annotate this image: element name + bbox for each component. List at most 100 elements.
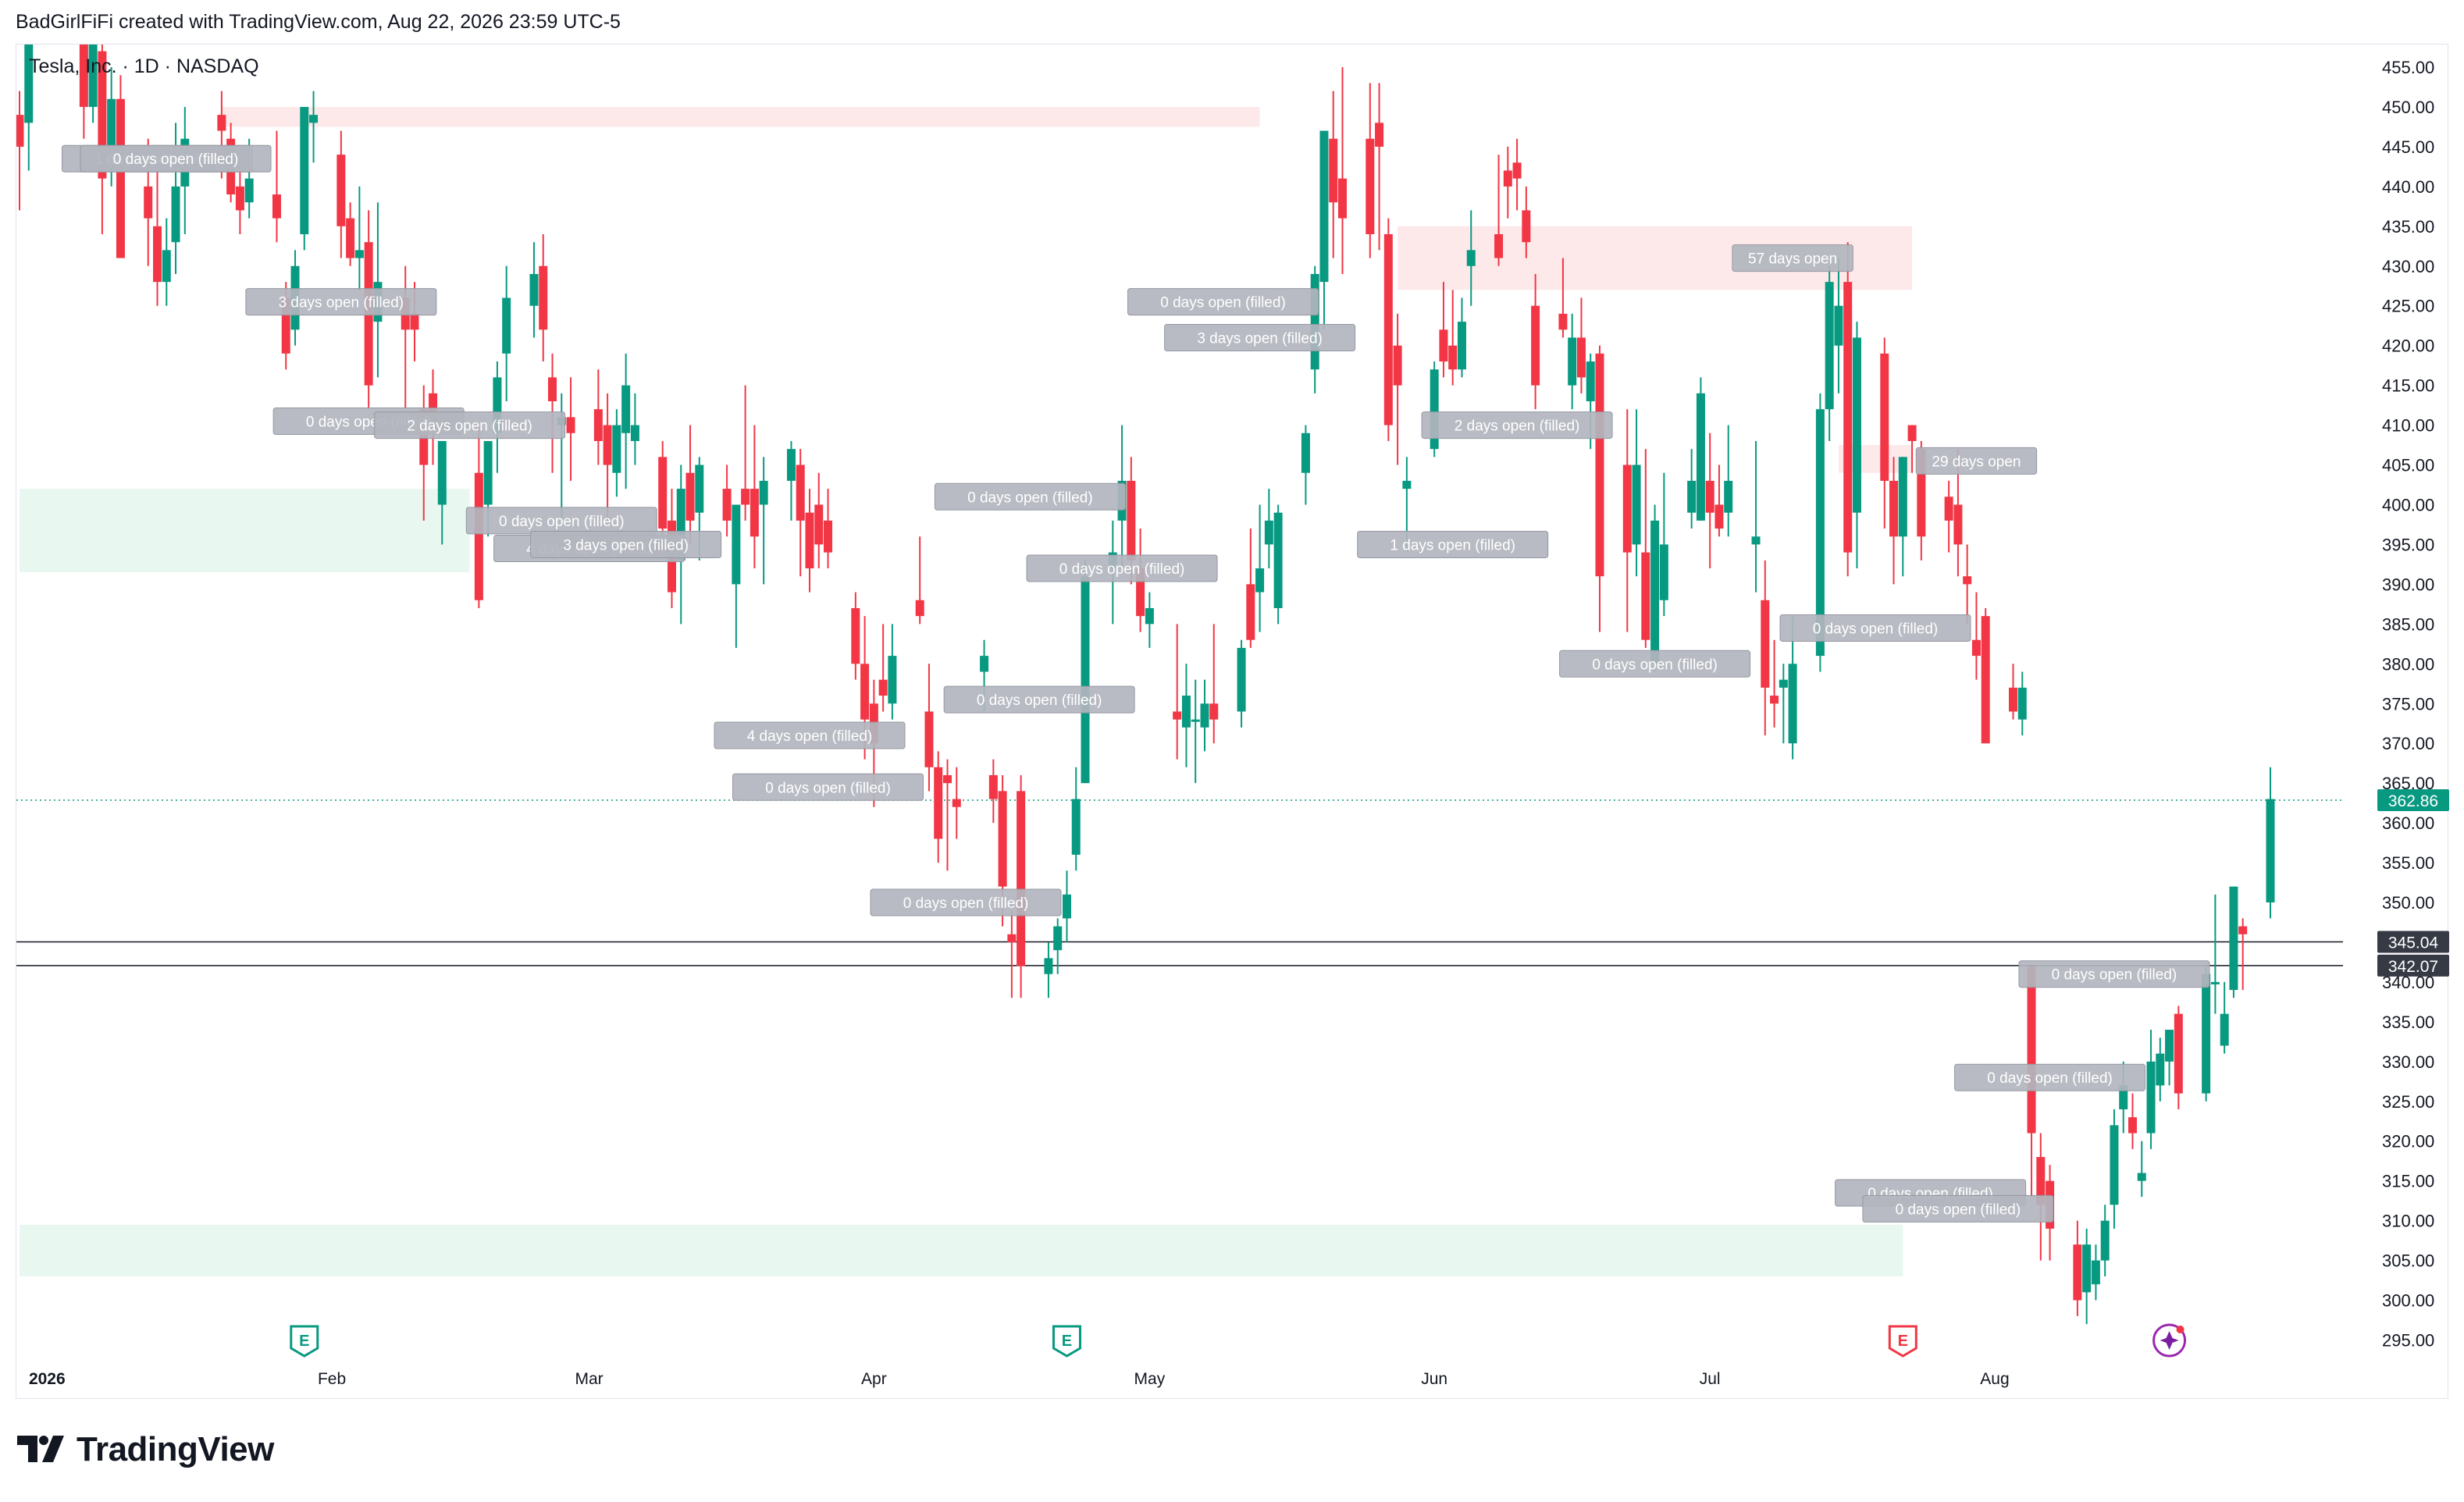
candle-down[interactable] [824, 489, 833, 569]
candle-up[interactable] [1825, 265, 1834, 441]
candle-down[interactable] [1337, 67, 1347, 274]
candle-down[interactable] [153, 170, 162, 306]
candle-up[interactable] [2165, 1030, 2174, 1086]
candle-up[interactable] [2100, 1205, 2110, 1276]
candle-up[interactable] [1062, 870, 1071, 942]
candle-up[interactable] [759, 457, 768, 585]
candle-up[interactable] [1264, 489, 1273, 569]
candle-up[interactable] [2091, 1244, 2100, 1301]
candle-down[interactable] [1907, 425, 1917, 473]
candle-down[interactable] [924, 664, 934, 792]
candle-up[interactable] [2210, 894, 2220, 1014]
candle-down[interactable] [539, 234, 548, 362]
candle-up[interactable] [437, 440, 447, 545]
candle-down[interactable] [805, 489, 814, 593]
candle-up[interactable] [1466, 210, 1476, 306]
candle-down[interactable] [741, 385, 750, 521]
candle-down[interactable] [1622, 409, 1632, 632]
candle-up[interactable] [1301, 425, 1310, 505]
candle-down[interactable] [1963, 544, 1972, 625]
candle-down[interactable] [1558, 258, 1568, 338]
candle-down[interactable] [2073, 1220, 2082, 1316]
candle-down[interactable] [1393, 313, 1402, 465]
candle-down[interactable] [814, 472, 824, 569]
candle-down[interactable] [1246, 529, 1255, 648]
candle-up[interactable] [1044, 941, 1053, 998]
candle-down[interactable] [1439, 282, 1448, 378]
candle-up[interactable] [529, 242, 539, 338]
candle-down[interactable] [346, 202, 355, 266]
candle-down[interactable] [1770, 639, 1779, 728]
candle-up[interactable] [2017, 671, 2027, 736]
candle-up[interactable] [1568, 313, 1577, 410]
candle-up[interactable] [1319, 130, 1329, 330]
candle-up[interactable] [621, 353, 631, 489]
candle-down[interactable] [1383, 218, 1393, 441]
candle-up[interactable] [1081, 560, 1090, 784]
candle-down[interactable] [1209, 624, 1219, 744]
candle-up[interactable] [1724, 425, 1733, 537]
candle-up[interactable] [88, 44, 98, 123]
candle-down[interactable] [1503, 146, 1512, 219]
candle-down[interactable] [1512, 138, 1522, 211]
candle-down[interactable] [1007, 910, 1017, 998]
candle-up[interactable] [1181, 664, 1191, 767]
candlestick-chart[interactable]: 1 days open (filled) 0 days open (filled)… [16, 44, 2449, 1400]
candle-up[interactable] [1834, 258, 1843, 393]
candle-down[interactable] [750, 425, 759, 569]
candle-down[interactable] [685, 425, 695, 545]
candle-up[interactable] [1237, 639, 1246, 728]
candle-up[interactable] [786, 440, 796, 521]
candle-down[interactable] [79, 44, 88, 139]
candle-up[interactable] [888, 624, 897, 720]
candle-up[interactable] [1632, 409, 1641, 577]
candle-down[interactable] [1971, 592, 1981, 680]
candle-up[interactable] [502, 265, 511, 402]
candle-down[interactable] [593, 369, 603, 465]
earnings-icon[interactable]: E [290, 1325, 319, 1358]
candle-up[interactable] [612, 409, 621, 497]
candle-down[interactable] [1714, 464, 1724, 537]
candle-up[interactable] [1687, 449, 1697, 529]
candle-down[interactable] [2128, 1093, 2137, 1149]
candle-down[interactable] [1173, 624, 1182, 760]
candle-up[interactable] [2229, 886, 2238, 998]
candle-up[interactable] [1430, 361, 1439, 457]
candle-up[interactable] [354, 186, 364, 290]
candle-down[interactable] [943, 759, 952, 871]
candle-down[interactable] [915, 536, 924, 625]
candle-down[interactable] [1761, 560, 1770, 736]
candle-up[interactable] [1255, 504, 1265, 632]
candle-down[interactable] [878, 624, 888, 712]
candle-up[interactable] [24, 44, 34, 171]
candle-down[interactable] [1576, 297, 1586, 393]
candle-up[interactable] [1852, 322, 1861, 569]
candle-down[interactable] [336, 130, 346, 258]
candle-up[interactable] [2202, 966, 2211, 1102]
candle-down[interactable] [1843, 242, 1853, 577]
candle-down[interactable] [1017, 774, 1026, 998]
candle-down[interactable] [1880, 337, 1889, 529]
candle-up[interactable] [1191, 679, 1200, 784]
candle-down[interactable] [16, 91, 24, 211]
candle-down[interactable] [566, 377, 575, 481]
candle-up[interactable] [1053, 918, 1063, 974]
candle-down[interactable] [796, 449, 805, 577]
candle-up[interactable] [1457, 297, 1466, 378]
candle-up[interactable] [1200, 679, 1209, 752]
candle-up[interactable] [1071, 767, 1081, 871]
candle-up[interactable] [2156, 1038, 2165, 1102]
candle-down[interactable] [1981, 607, 1990, 744]
event-sparkle-icon[interactable] [2152, 1323, 2187, 1358]
candle-up[interactable] [1898, 457, 1907, 577]
candle-down[interactable] [1448, 290, 1458, 386]
candle-down[interactable] [401, 265, 410, 410]
candle-down[interactable] [272, 130, 281, 243]
candle-up[interactable] [630, 393, 639, 465]
candle-up[interactable] [1650, 504, 1660, 672]
candle-down[interactable] [934, 751, 943, 863]
candle-up[interactable] [1696, 377, 1705, 521]
candle-up[interactable] [2082, 1228, 2092, 1325]
candle-down[interactable] [1522, 186, 1531, 258]
candle-down[interactable] [988, 759, 998, 824]
